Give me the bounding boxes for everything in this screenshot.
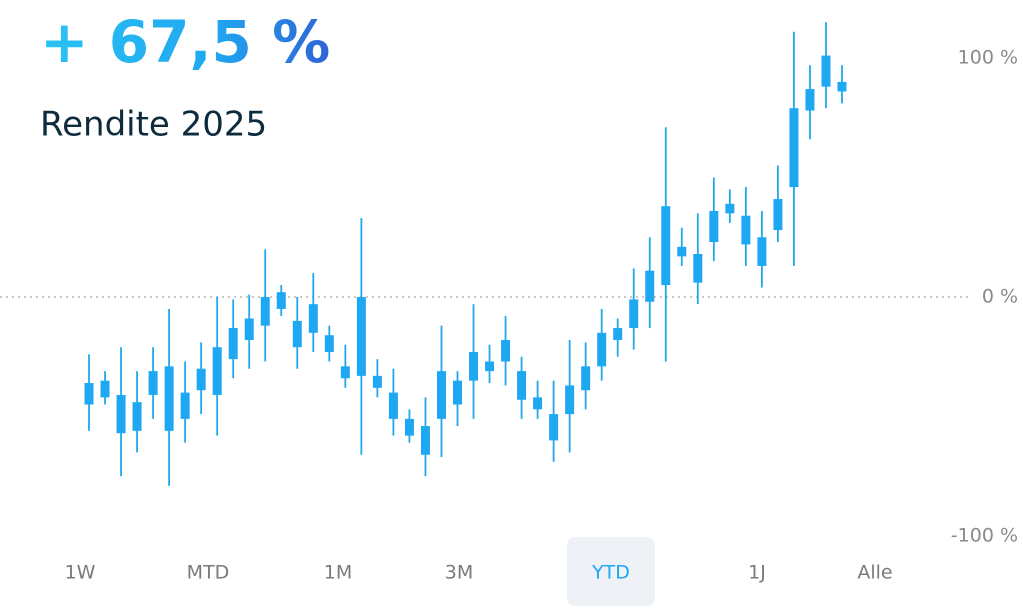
candle-body bbox=[164, 366, 174, 431]
candle-body bbox=[725, 203, 735, 214]
candle-body bbox=[741, 215, 751, 245]
candle-body bbox=[452, 380, 462, 405]
candle-body bbox=[196, 368, 206, 391]
candle-body bbox=[372, 375, 382, 388]
candle-body bbox=[757, 237, 767, 266]
candle-body bbox=[837, 81, 847, 92]
range-button[interactable]: MTD bbox=[187, 562, 230, 584]
candle-body bbox=[821, 55, 831, 87]
candle-body bbox=[404, 418, 414, 436]
candle-body bbox=[805, 89, 815, 111]
range-button[interactable]: YTD bbox=[591, 562, 630, 584]
candle-body bbox=[132, 402, 142, 431]
candle-body bbox=[533, 397, 543, 410]
range-button[interactable]: 1M bbox=[324, 562, 352, 584]
candle-body bbox=[84, 383, 94, 405]
range-button[interactable]: Alle bbox=[857, 562, 892, 584]
candle-body bbox=[276, 292, 286, 309]
candle-body bbox=[629, 299, 639, 329]
candle-body bbox=[693, 253, 703, 283]
candle-body bbox=[324, 335, 334, 352]
candle-body bbox=[436, 371, 446, 419]
candle-body bbox=[100, 380, 110, 398]
candle-body bbox=[773, 199, 783, 231]
title: + 67,5 % bbox=[40, 8, 330, 76]
candle-body bbox=[420, 426, 430, 455]
candle-body bbox=[645, 270, 655, 302]
candle-body bbox=[613, 328, 623, 341]
candle-body bbox=[228, 328, 238, 360]
candle-body bbox=[469, 351, 479, 381]
candle-body bbox=[148, 371, 158, 395]
candle-body bbox=[308, 304, 318, 333]
range-button-bg bbox=[567, 537, 655, 606]
candle-body bbox=[340, 366, 350, 379]
candle-body bbox=[180, 392, 190, 419]
candle-body bbox=[212, 347, 222, 395]
candle-body bbox=[677, 246, 687, 257]
candle-body bbox=[549, 414, 559, 441]
candle-body bbox=[709, 210, 719, 243]
candle-body bbox=[517, 371, 527, 400]
subtitle: Rendite 2025 bbox=[40, 105, 267, 145]
candle-body bbox=[565, 385, 575, 415]
candle-body bbox=[485, 361, 495, 372]
candle-body bbox=[260, 297, 270, 326]
candle-body bbox=[244, 318, 254, 341]
range-button[interactable]: 1J bbox=[748, 562, 766, 584]
y-tick-label: -100 % bbox=[951, 525, 1018, 547]
candle-body bbox=[292, 320, 302, 348]
candle-body bbox=[388, 392, 398, 419]
y-tick-label: 100 % bbox=[958, 47, 1018, 69]
range-button[interactable]: 3M bbox=[445, 562, 473, 584]
candle-body bbox=[116, 394, 126, 434]
candle-body bbox=[661, 206, 671, 286]
candle-body bbox=[789, 108, 799, 188]
y-tick-label: 0 % bbox=[982, 286, 1018, 308]
candle-body bbox=[501, 340, 511, 362]
candle-body bbox=[356, 297, 366, 376]
range-button[interactable]: 1W bbox=[65, 562, 96, 584]
candle-body bbox=[581, 366, 591, 391]
candle-body bbox=[597, 332, 607, 367]
